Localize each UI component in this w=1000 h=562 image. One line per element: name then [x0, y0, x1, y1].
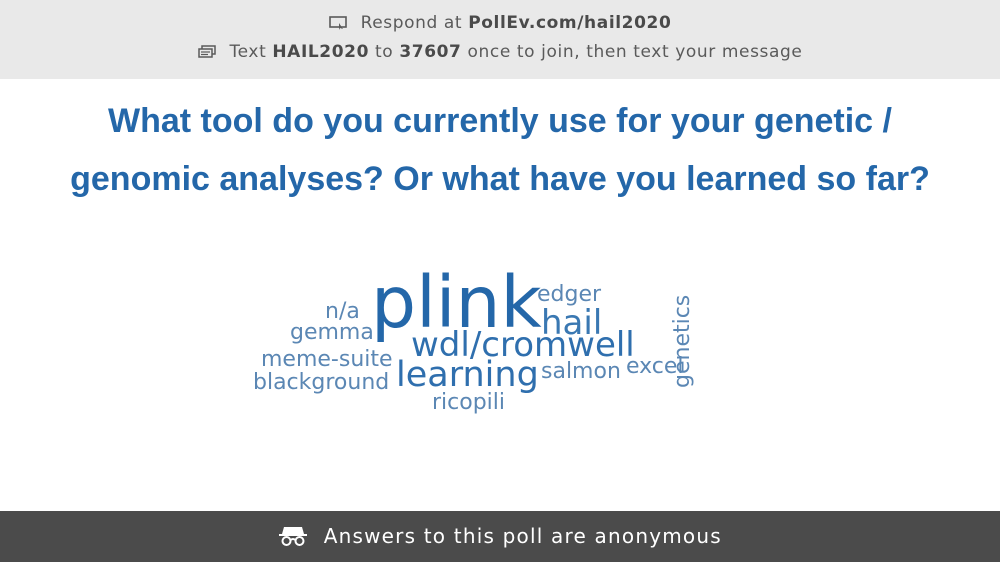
- anonymity-text: Answers to this poll are anonymous: [323, 524, 722, 548]
- word-wdl-cromwell: wdl/cromwell: [411, 325, 635, 365]
- word-plink: plink: [371, 261, 542, 344]
- word-excel: excel: [626, 354, 684, 379]
- screen-icon: [328, 15, 347, 35]
- sms-icon: [197, 44, 216, 64]
- text-suffix: once to join, then text your message: [467, 42, 803, 62]
- text-code: HAIL2020: [272, 42, 370, 62]
- word-salmon: salmon: [541, 359, 621, 384]
- text-number: 37607: [399, 42, 462, 62]
- word-gemma: gemma: [290, 320, 374, 345]
- poll-question: What tool do you currently use for your …: [20, 92, 980, 208]
- respond-url[interactable]: PollEv.com/hail2020: [468, 13, 672, 33]
- text-to: to: [375, 42, 394, 62]
- word-learning: learning: [396, 355, 539, 395]
- sms-line: Text HAIL2020 to 37607 once to join, the…: [0, 42, 1000, 64]
- word-n-a: n/a: [325, 299, 360, 324]
- question-line-1: What tool do you currently use for your …: [108, 102, 892, 140]
- word-hail: hail: [541, 303, 603, 343]
- question-line-2: genomic analyses? Or what have you learn…: [70, 160, 930, 198]
- respond-line: Respond at PollEv.com/hail2020: [0, 13, 1000, 35]
- text-prefix: Text: [229, 42, 267, 62]
- word-blackground: blackground: [253, 370, 390, 395]
- word-meme-suite: meme-suite: [261, 347, 393, 372]
- word-genetics: genetics: [670, 294, 695, 388]
- anonymity-footer: Answers to this poll are anonymous: [0, 511, 1000, 562]
- word-edger: edger: [537, 282, 602, 307]
- respond-prefix: Respond at: [360, 13, 463, 33]
- word-ricopili: ricopili: [432, 390, 506, 415]
- incognito-icon: [278, 515, 308, 562]
- join-instructions: Respond at PollEv.com/hail2020 Text HAIL…: [0, 0, 1000, 79]
